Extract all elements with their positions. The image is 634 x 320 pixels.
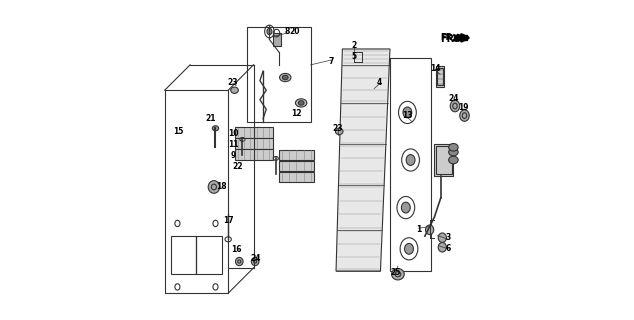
Ellipse shape (404, 244, 413, 254)
Bar (279, 161, 314, 171)
Ellipse shape (425, 225, 434, 235)
Ellipse shape (403, 107, 412, 118)
Text: 18: 18 (217, 182, 227, 191)
FancyArrowPatch shape (456, 35, 463, 41)
Bar (434, 144, 453, 176)
Text: 23: 23 (228, 78, 238, 87)
Bar (437, 68, 443, 85)
Ellipse shape (251, 257, 259, 266)
Bar (235, 127, 273, 138)
Ellipse shape (450, 100, 460, 112)
Ellipse shape (267, 28, 272, 35)
Text: 24: 24 (251, 254, 261, 263)
Text: 1: 1 (416, 225, 421, 234)
Ellipse shape (282, 75, 288, 80)
Ellipse shape (295, 99, 307, 107)
Ellipse shape (298, 101, 304, 105)
Ellipse shape (212, 126, 219, 131)
Bar (235, 149, 273, 160)
Text: 16: 16 (231, 245, 242, 254)
Bar (279, 172, 314, 182)
Ellipse shape (438, 233, 446, 243)
Text: FR.: FR. (440, 33, 456, 42)
Bar (436, 146, 452, 174)
Bar (273, 33, 280, 46)
Ellipse shape (449, 148, 458, 156)
Text: 10: 10 (228, 129, 238, 138)
Text: 19: 19 (458, 103, 469, 112)
Text: 14: 14 (430, 63, 440, 73)
Text: 4: 4 (377, 78, 382, 87)
Ellipse shape (449, 143, 458, 151)
Ellipse shape (392, 268, 404, 280)
Ellipse shape (401, 202, 410, 213)
Ellipse shape (208, 180, 219, 193)
Text: 24: 24 (448, 94, 458, 103)
Text: 17: 17 (223, 216, 233, 225)
Bar (197, 236, 222, 274)
Bar (455, 35, 467, 40)
Text: 13: 13 (402, 111, 413, 120)
Ellipse shape (280, 73, 291, 82)
Ellipse shape (335, 128, 343, 135)
Bar (171, 236, 197, 274)
Text: 21: 21 (205, 114, 216, 123)
Ellipse shape (406, 155, 415, 165)
Text: FR.: FR. (439, 35, 458, 44)
Polygon shape (336, 49, 390, 271)
Text: 25: 25 (391, 268, 401, 277)
Ellipse shape (231, 87, 238, 93)
Text: 8: 8 (284, 27, 290, 36)
Text: 12: 12 (291, 108, 302, 117)
Text: 5: 5 (351, 52, 357, 61)
Text: 23: 23 (332, 124, 343, 133)
Ellipse shape (449, 156, 458, 164)
Bar (247, 27, 311, 122)
Ellipse shape (460, 110, 469, 121)
Ellipse shape (438, 243, 446, 252)
Text: 7: 7 (328, 57, 334, 66)
Text: 2: 2 (351, 41, 357, 50)
Text: 22: 22 (233, 162, 243, 171)
Text: 20: 20 (290, 27, 300, 36)
Ellipse shape (235, 257, 243, 266)
Text: 11: 11 (228, 140, 238, 148)
Text: 3: 3 (446, 233, 451, 242)
Text: 15: 15 (173, 127, 184, 136)
Bar (279, 149, 314, 160)
Text: 6: 6 (446, 244, 451, 253)
Bar (436, 67, 444, 87)
Text: 9: 9 (230, 151, 236, 160)
Bar (235, 138, 273, 149)
